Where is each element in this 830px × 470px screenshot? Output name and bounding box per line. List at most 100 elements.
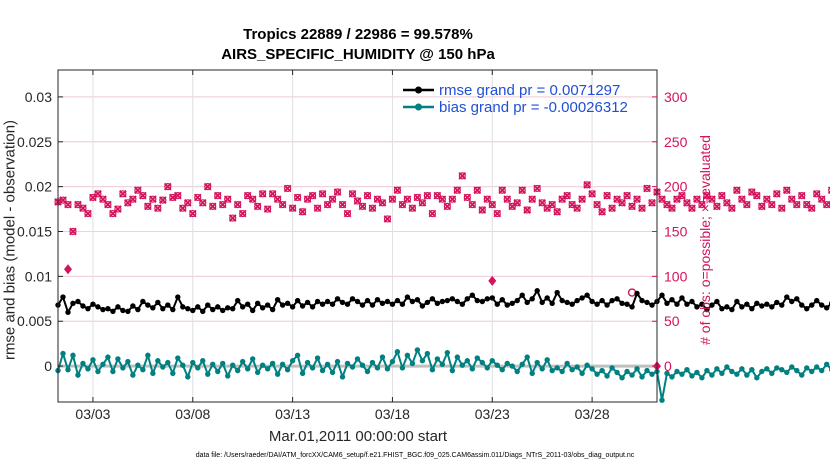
bias-point [115,356,121,362]
rmse-point [744,301,750,307]
obs-possible-point [713,202,721,210]
bias-point [779,366,785,373]
bias-point [724,364,730,370]
obs-evaluated-point [433,191,442,200]
rmse-point [579,295,585,301]
obs-evaluated-point [528,195,537,204]
bias-point [509,363,515,369]
bias-point [789,364,795,370]
bias-point [559,368,565,375]
obs-evaluated-point [233,200,242,209]
obs-possible-point [728,204,736,212]
rmse-point [614,296,620,302]
bias-point [694,369,700,376]
rmse-point [434,300,441,306]
bias-point [649,371,655,377]
obs-possible-point [269,190,277,198]
obs-possible-point [214,192,222,200]
obs-possible-point [343,209,352,218]
obs-possible-point [473,186,481,194]
rmse-point [589,298,595,305]
obs-evaluated-point [668,204,676,213]
rmse-point [599,297,605,304]
bias-point [354,356,361,362]
obs-evaluated-point [318,189,327,198]
rmse-point [484,296,490,302]
rmse-point [694,304,700,310]
obs-evaluated-point [253,202,262,211]
rmse-point [394,297,401,304]
obs-possible-point [663,200,671,209]
bias-point [564,360,570,367]
obs-evaluated-point [518,186,527,195]
bias-point [819,367,825,374]
rmse-point [709,302,715,308]
obs-evaluated-point [533,184,542,193]
rmse-point [140,298,146,305]
obs-possible-point [328,195,337,203]
rmse-point [814,297,820,304]
obs-possible-point [603,192,611,200]
bias-point [579,370,585,376]
obs-evaluated-point [473,186,482,195]
obs-possible-point [189,209,197,218]
obs-possible-point [104,200,112,209]
rmse-point [225,305,231,311]
rmse-point [115,304,121,310]
obs-evaluated-point [263,205,272,213]
obs-evaluated-point [593,200,601,209]
obs-evaluated-point [578,195,586,204]
bias-point [230,362,236,368]
bias-point [399,365,406,371]
bias-point [299,370,306,376]
obs-evaluated-point [144,202,152,211]
bias-point [140,366,146,373]
rmse-point [230,305,236,312]
obs-possible-point [353,197,362,205]
bias-point [684,366,690,373]
obs-evaluated-point [708,195,716,204]
rmse-point [215,304,221,310]
bias-point [589,366,595,372]
y-tick-label-right: 100 [664,268,688,284]
obs-possible-point [523,206,531,214]
bias-point [814,364,820,370]
rmse-point [769,304,775,310]
obs-possible-point [144,202,152,210]
obs-possible-point [828,187,830,194]
rmse-point [679,295,685,301]
bias-point [185,374,191,380]
obs-possible-point [229,214,237,222]
rmse-point [90,301,96,307]
rmse-point [514,297,520,304]
rmse-point [314,298,321,305]
rmse-point [604,302,610,308]
rmse-point [469,292,476,298]
bias-point [794,367,800,374]
obs-evaluated-point [493,209,502,218]
obs-evaluated-point [183,198,192,207]
obs-evaluated-point [648,198,656,207]
obs-evaluated-point [338,200,347,209]
rmse-point [724,304,730,310]
obs-possible-point [388,195,397,203]
rmse-point [125,308,131,315]
bias-point [549,367,555,374]
y-tick-label-right: 250 [664,134,688,150]
rmse-point [594,301,600,307]
bias-point [534,359,540,366]
obs-possible-point [638,204,646,212]
rmse-point [80,303,86,309]
x-tick-label: 03/28 [575,406,610,422]
obs-evaluated-point [443,202,452,211]
obs-evaluated-point [802,200,811,209]
obs-evaluated-point [258,189,267,198]
obs-possible-point [798,192,806,200]
bias-point [669,374,675,380]
bias-point [759,368,765,375]
bias-point [70,352,76,359]
rmse-point [180,304,186,310]
obs-evaluated-point [822,200,830,209]
rmse-point [339,299,346,306]
